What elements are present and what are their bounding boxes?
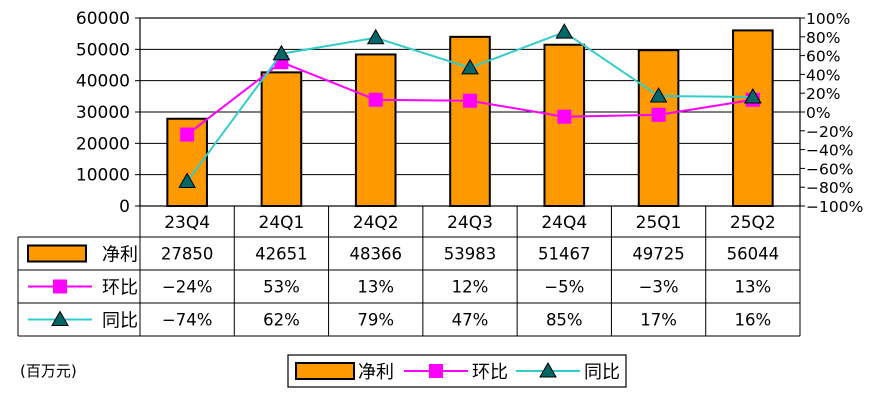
net-profit-value-label: 49725 [632,245,685,264]
net-profit-value-label: 48366 [349,245,402,264]
y-right-tick-label: 60% [806,48,840,66]
net-profit-value-label: 56044 [727,245,780,264]
y-right-tick-label: 80% [806,29,840,47]
mom-legend-label: 环比 [472,362,508,383]
mom-point [463,93,477,108]
yoy-value-label: 85% [546,311,583,330]
mom-point [557,109,572,124]
y-left-tick-label: 20000 [76,134,130,154]
net-profit-legend-label: 净利 [358,362,394,383]
yoy-point [649,87,668,103]
yoy-value-label: 16% [735,311,772,330]
y-right-tick-label: −80% [806,179,853,197]
mom-value-label: −3% [639,278,679,297]
net-profit-legend-swatch [27,244,87,263]
bar-24q1 [260,71,303,207]
y-left-tick-label: 30000 [76,103,130,123]
x-tick-label: 24Q1 [259,213,305,233]
yoy-value-label: −74% [162,311,213,330]
y-left-tick-label: 50000 [76,40,130,60]
mom-legend-marker [53,279,67,294]
y-left-tick-label: 0 [119,197,130,217]
y-right-tick-label: −60% [806,160,853,178]
x-tick-label: 25Q1 [636,213,682,233]
yoy-legend-label: 同比 [584,362,620,383]
yoy-point [555,23,574,39]
bar-24q2 [354,53,397,207]
yoy-point [272,44,291,61]
y-right-tick-label: −40% [806,142,853,160]
yoy-point [461,58,479,75]
y-left-tick-label: 40000 [76,72,130,92]
mom-value-label: 12% [452,278,489,297]
mom-value-label: −5% [544,278,584,297]
yoy-value-label: 62% [263,311,300,330]
mom-bottom-legend-marker [429,364,443,378]
mom-value-label: 13% [357,278,394,297]
unit-note: (百万元) [20,362,77,380]
bar-25q1 [637,49,680,207]
yoy-value-label: 17% [640,311,677,330]
yoy-value-label: 79% [357,311,394,330]
y-left-tick-label: 10000 [76,166,130,186]
yoy-row-name: 同比 [102,311,138,332]
yoy-legend-marker [51,310,69,326]
net-profit-value-label: 53983 [444,245,497,264]
y-right-tick-label: 0% [806,104,831,122]
net-profit-row-name: 净利 [102,245,138,266]
net-profit-value-label: 51467 [538,245,591,264]
yoy-point [366,28,385,45]
net-profit-bottom-legend-swatch [295,362,355,380]
yoy-point [743,87,762,104]
mom-row-name: 环比 [102,278,138,299]
x-tick-label: 24Q4 [541,213,587,233]
y-right-tick-label: 100% [806,10,850,28]
mom-point [180,127,195,142]
y-right-tick-label: 20% [806,85,840,103]
bar-25q2 [732,29,774,208]
mom-value-label: 13% [735,278,772,297]
bar-24q4 [543,43,586,207]
yoy-point [178,172,197,189]
net-profit-value-label: 42651 [255,245,308,264]
net-profit-value-label: 27850 [161,245,214,264]
x-tick-label: 24Q3 [447,213,493,233]
y-left-tick-label: 60000 [76,9,130,29]
yoy-bottom-legend-marker [539,361,557,378]
mom-point [368,92,383,107]
x-tick-label: 25Q2 [730,213,776,233]
y-right-tick-label: 40% [806,66,840,84]
y-right-tick-label: −20% [806,123,853,141]
mom-value-label: 53% [263,278,300,297]
y-right-tick-label: −100% [806,198,863,216]
yoy-value-label: 47% [452,311,489,330]
x-tick-label: 23Q4 [164,213,210,233]
x-tick-label: 24Q2 [353,213,399,233]
mom-point [651,107,666,122]
mom-value-label: −24% [162,278,213,297]
